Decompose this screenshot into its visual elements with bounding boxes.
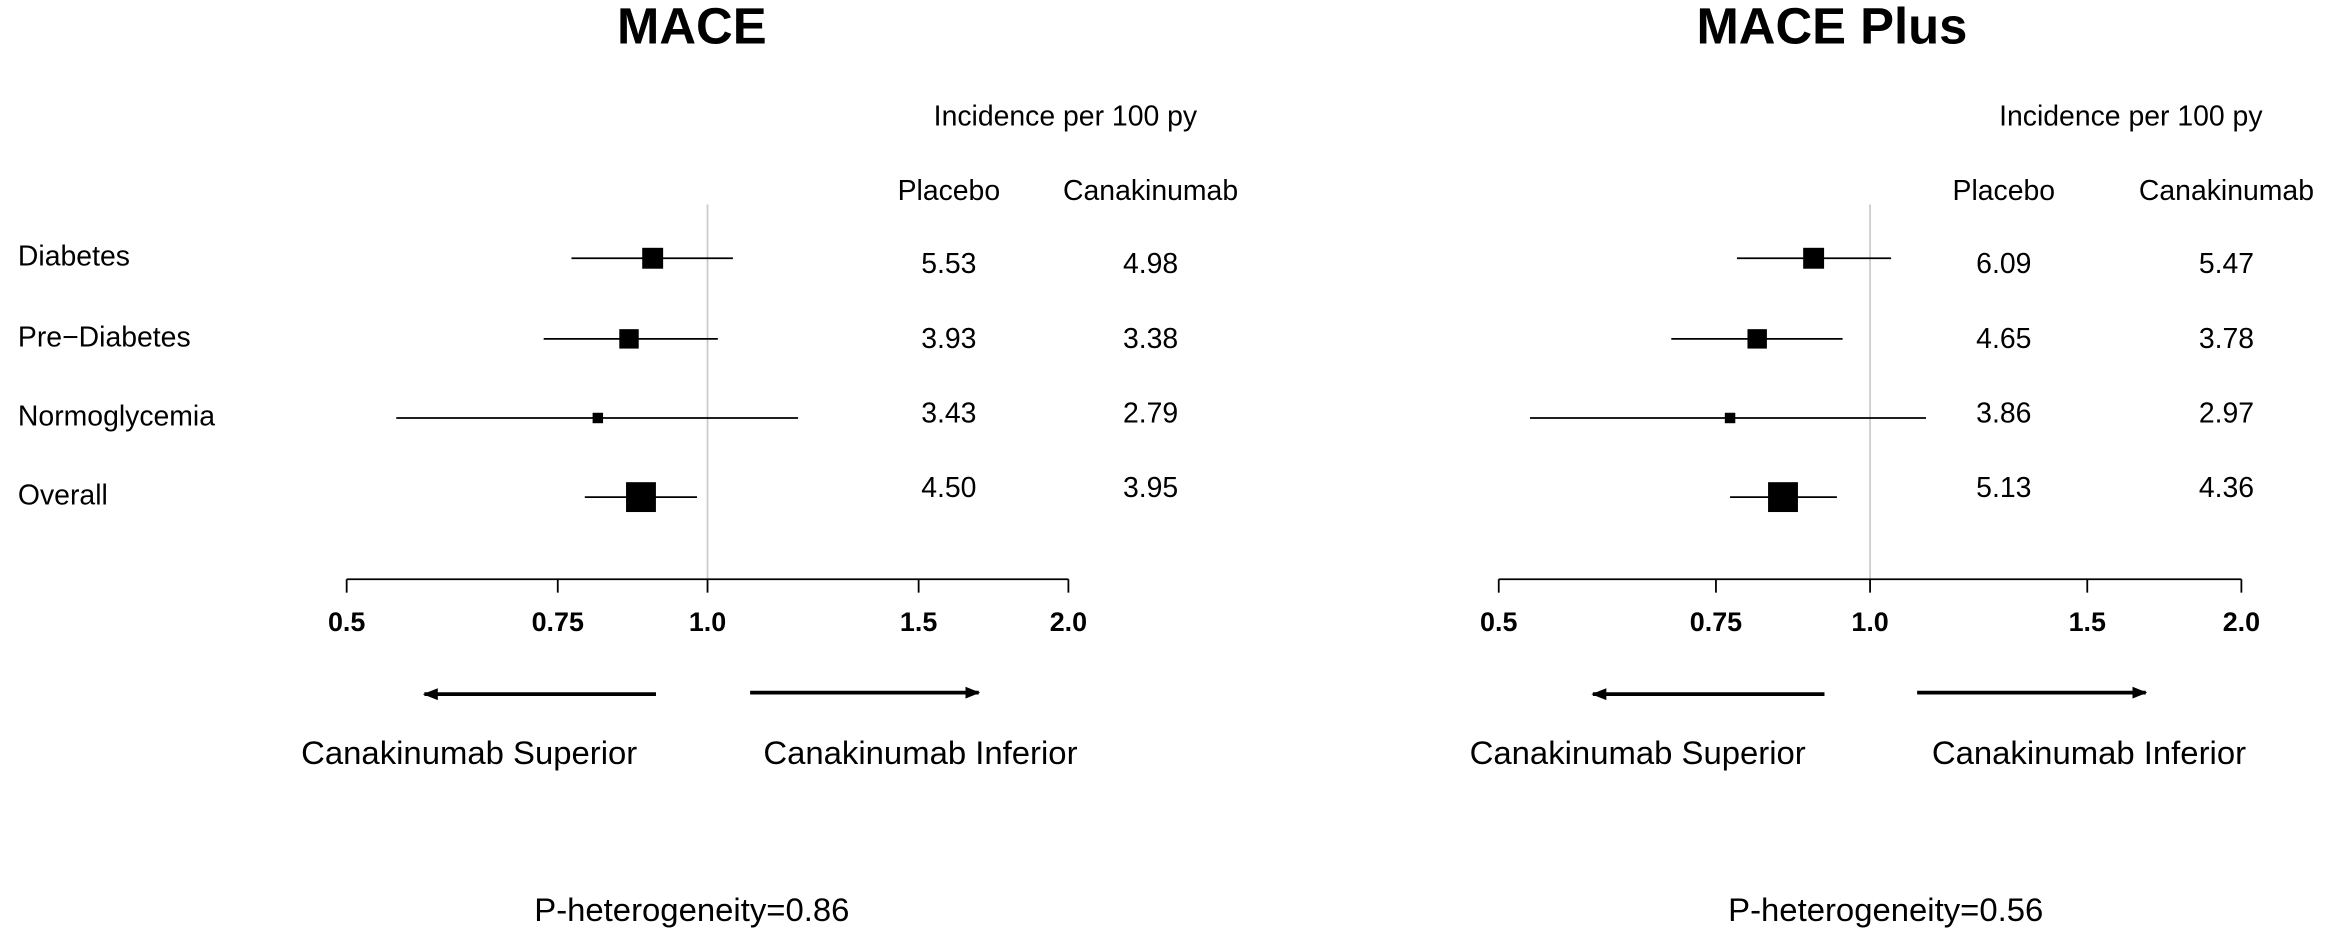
placebo-value: 5.13	[1976, 472, 2031, 504]
canakinumab-value: 4.36	[2199, 472, 2254, 504]
canakinumab-value: 2.97	[2199, 398, 2254, 430]
point-estimate	[619, 329, 639, 349]
x-tick-label: 2.0	[2223, 607, 2260, 637]
annotation: P-heterogeneity=0.56	[1728, 891, 2043, 928]
x-tick-label: 2.0	[1050, 607, 1087, 637]
placebo-value: 6.09	[1976, 248, 2031, 280]
placebo-value: 3.43	[921, 398, 976, 430]
point-estimate	[592, 412, 604, 424]
x-tick-label: 1.0	[689, 607, 726, 637]
canakinumab-value: 3.38	[1123, 323, 1178, 355]
arrow-label: Canakinumab Superior	[1470, 734, 1806, 771]
point-estimate	[1803, 247, 1825, 269]
annotation: P-heterogeneity=0.86	[534, 891, 849, 928]
column-header: Incidence per 100 py	[934, 100, 1198, 132]
x-tick-label: 0.75	[532, 607, 584, 637]
point-estimate	[626, 482, 656, 513]
x-tick-label: 0.75	[1690, 607, 1742, 637]
x-tick-label: 1.5	[900, 607, 937, 637]
canakinumab-value: 4.98	[1123, 248, 1178, 280]
x-tick-label: 1.5	[2069, 607, 2106, 637]
column-label: Placebo	[1953, 175, 2056, 207]
arrow-label: Canakinumab Inferior	[763, 734, 1077, 771]
point-estimate	[1747, 329, 1767, 349]
point-estimate	[1724, 412, 1736, 424]
x-tick-label: 0.5	[1480, 607, 1517, 637]
canakinumab-value: 3.95	[1123, 472, 1178, 504]
category-label: Normoglycemia	[18, 400, 215, 432]
canakinumab-value: 2.79	[1123, 398, 1178, 430]
canakinumab-value: 5.47	[2199, 248, 2254, 280]
panel-title: MACE	[617, 0, 767, 54]
placebo-value: 5.53	[921, 248, 976, 280]
column-label: Canakinumab	[2139, 175, 2314, 207]
column-label: Canakinumab	[1063, 175, 1238, 207]
canakinumab-value: 3.78	[2199, 323, 2254, 355]
placebo-value: 4.50	[921, 472, 976, 504]
category-label: Overall	[18, 480, 108, 512]
x-tick-label: 0.5	[328, 607, 365, 637]
point-estimate	[642, 247, 664, 269]
category-label: Pre−Diabetes	[18, 321, 191, 353]
placebo-value: 3.86	[1976, 398, 2031, 430]
column-label: Placebo	[898, 175, 1001, 207]
panel-title: MACE Plus	[1696, 0, 1967, 54]
point-estimate	[1768, 482, 1798, 513]
x-tick-label: 1.0	[1851, 607, 1888, 637]
column-header: Incidence per 100 py	[1999, 100, 2263, 132]
arrow-label: Canakinumab Inferior	[1932, 734, 2246, 771]
placebo-value: 3.93	[921, 323, 976, 355]
arrow-label: Canakinumab Superior	[301, 734, 637, 771]
placebo-value: 4.65	[1976, 323, 2031, 355]
category-label: Diabetes	[18, 241, 130, 273]
